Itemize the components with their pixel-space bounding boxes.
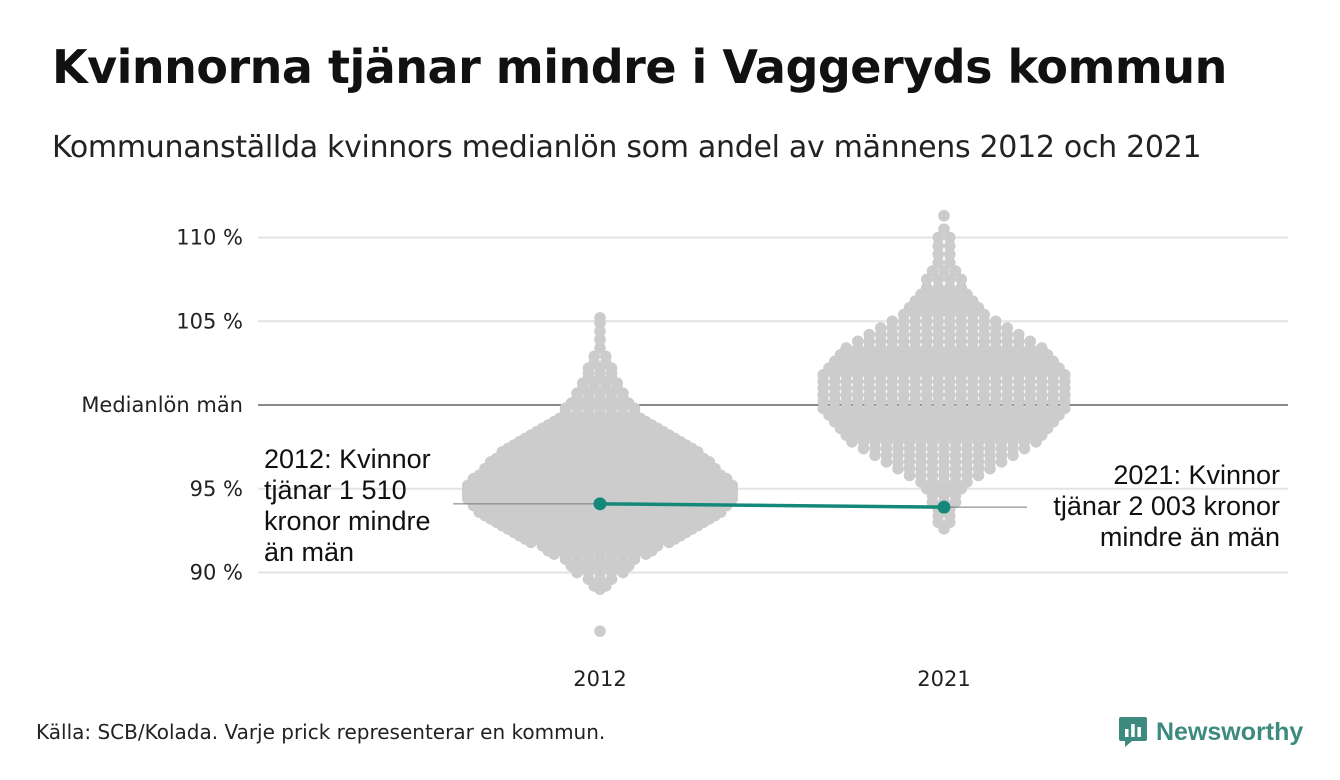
data-point bbox=[932, 256, 945, 269]
data-point bbox=[863, 328, 876, 341]
data-point bbox=[943, 256, 956, 269]
reference-label: Medianlön män bbox=[81, 393, 243, 417]
data-point bbox=[938, 223, 950, 235]
data-point bbox=[943, 248, 956, 261]
annotation-line: 2021: Kvinnor bbox=[1113, 460, 1280, 490]
data-point bbox=[949, 265, 962, 277]
data-point bbox=[932, 231, 945, 244]
brand-logo[interactable]: Newsworthy bbox=[1118, 714, 1303, 750]
annotation-line: tjänar 2 003 kronor bbox=[1053, 491, 1280, 521]
annotation-line: kronor mindre bbox=[264, 506, 431, 536]
data-point bbox=[932, 281, 945, 294]
data-point bbox=[594, 312, 606, 324]
chart-title: Kvinnorna tjänar mindre i Vaggeryds komm… bbox=[52, 40, 1227, 94]
annotation-line: än män bbox=[264, 537, 354, 567]
data-point bbox=[1035, 342, 1048, 354]
data-point bbox=[874, 322, 887, 334]
data-point bbox=[594, 625, 606, 637]
data-point bbox=[932, 240, 945, 252]
data-point bbox=[886, 315, 899, 328]
data-point bbox=[955, 281, 968, 294]
data-point bbox=[851, 335, 864, 348]
data-point bbox=[938, 265, 950, 277]
data-point bbox=[943, 231, 956, 244]
data-point bbox=[938, 209, 950, 222]
y-tick-label: 105 % bbox=[176, 309, 243, 333]
data-point bbox=[594, 333, 606, 346]
data-point bbox=[926, 265, 939, 277]
y-tick-label: 110 % bbox=[176, 226, 243, 250]
data-point bbox=[1012, 328, 1025, 341]
annotation-text: 2012: Kvinnor tjänar 1 510 kronor mindre än… bbox=[264, 444, 431, 567]
annotation-line: mindre än män bbox=[1100, 522, 1280, 552]
annotation-text: 2021: Kvinnor tjänar 2 003 kronor mindre ä… bbox=[1053, 460, 1280, 552]
highlight-point bbox=[593, 497, 607, 511]
data-point bbox=[588, 350, 601, 363]
data-point bbox=[943, 273, 956, 286]
data-point bbox=[932, 273, 945, 286]
data-point bbox=[932, 248, 945, 261]
data-point bbox=[989, 315, 1002, 328]
source-note: Källa: SCB/Kolada. Varje prick represent… bbox=[36, 720, 606, 744]
annotation-line: tjänar 1 510 bbox=[264, 475, 407, 505]
y-tick-label: 95 % bbox=[190, 477, 243, 501]
data-point bbox=[1024, 335, 1037, 348]
grid-lines bbox=[258, 236, 1288, 574]
chart-subtitle: Kommunanställda kvinnors medianlön som a… bbox=[52, 130, 1202, 165]
data-point bbox=[1001, 322, 1014, 334]
highlight-point bbox=[937, 500, 951, 514]
data-point bbox=[943, 281, 956, 294]
y-tick-label: 90 % bbox=[190, 561, 243, 585]
data-point bbox=[943, 240, 956, 252]
highlight-series bbox=[453, 497, 1027, 514]
axis-labels: 90 % 95 % Medianlön män 105 % 110 % 2012 2021 bbox=[81, 226, 970, 692]
x-tick-label: 2021 bbox=[917, 667, 970, 691]
data-point bbox=[599, 350, 612, 363]
x-tick-label: 2012 bbox=[573, 667, 626, 691]
data-point bbox=[594, 342, 606, 354]
data-point bbox=[920, 273, 933, 286]
brand-name: Newsworthy bbox=[1156, 717, 1304, 746]
annotations: 2012: Kvinnor tjänar 1 510 kronor mindre än… bbox=[264, 444, 1280, 567]
data-point bbox=[955, 273, 968, 286]
annotation-line: 2012: Kvinnor bbox=[264, 444, 431, 474]
data-point bbox=[594, 325, 606, 338]
highlight-line bbox=[599, 502, 945, 509]
data-point bbox=[920, 281, 933, 294]
data-point bbox=[840, 342, 853, 354]
newsworthy-logo-icon bbox=[1119, 717, 1147, 747]
